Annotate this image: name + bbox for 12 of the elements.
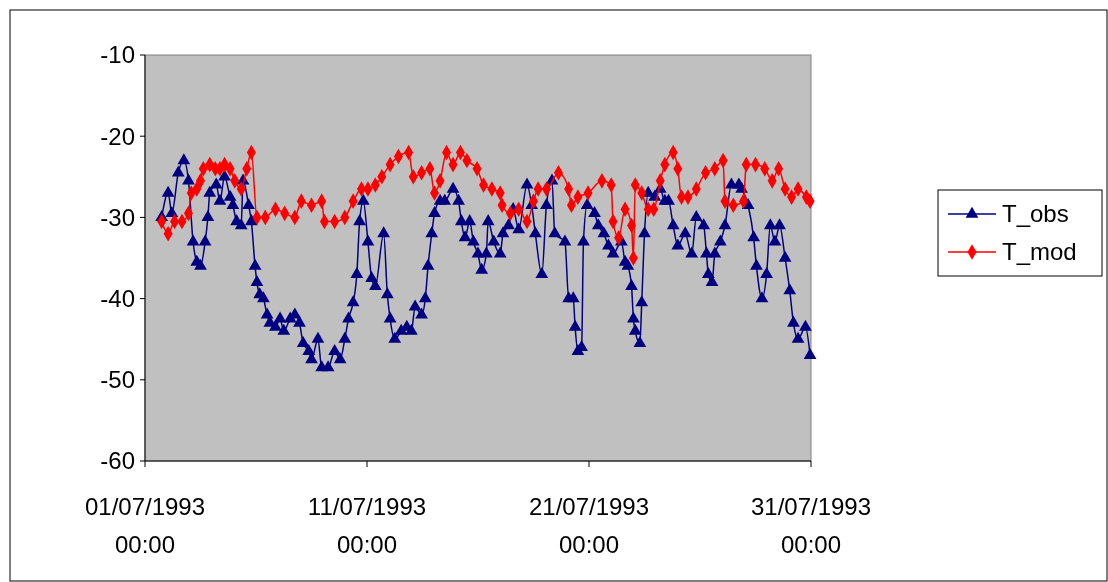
y-tick-label: -60 [100, 447, 135, 475]
y-tick-label: -40 [100, 285, 135, 312]
x-tick-label: 11/07/1993 00:00 [307, 493, 427, 558]
y-tick-label: -50 [100, 366, 135, 394]
y-tick-label: -30 [100, 203, 135, 231]
legend-label: T_obs [1002, 200, 1069, 228]
x-tick-label: 01/07/1993 00:00 [84, 493, 206, 558]
x-tick-label: 21/07/1993 00:00 [528, 493, 650, 558]
y-tick-label: -20 [100, 122, 135, 150]
legend-label: T_mod [1002, 238, 1077, 266]
x-tick-label: 31/07/1993 00:00 [750, 493, 872, 558]
y-tick-label: -10 [100, 41, 135, 69]
